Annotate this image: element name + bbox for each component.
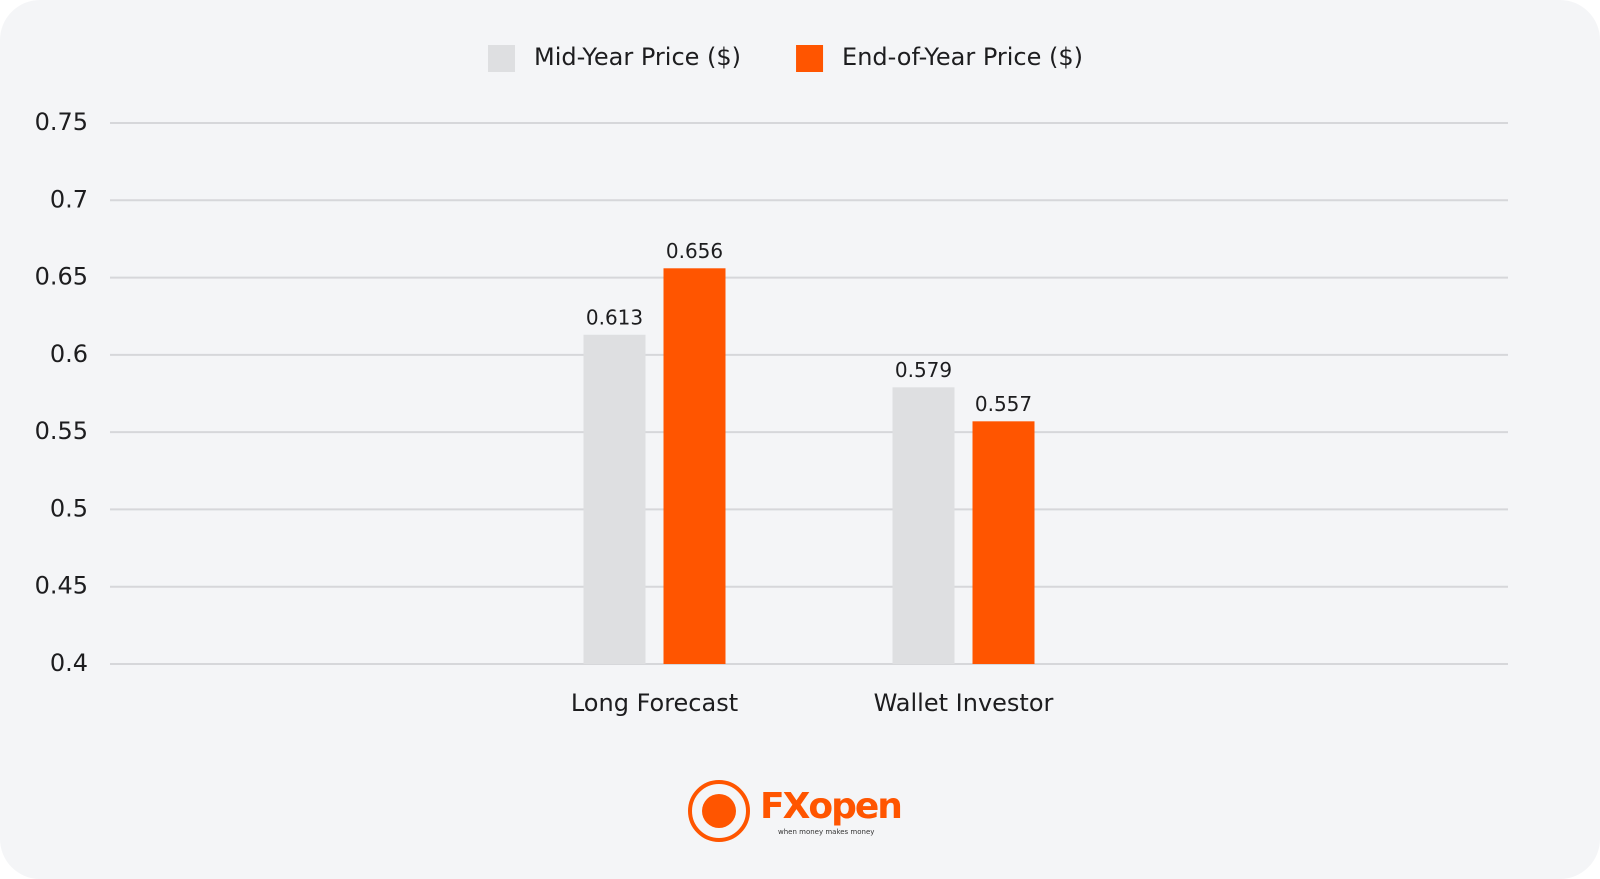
y-tick-label: 0.65	[35, 263, 88, 291]
logo-tagline: when money makes money	[778, 828, 874, 836]
logo-emblem-core	[702, 794, 736, 828]
bar	[663, 268, 726, 664]
y-tick-label: 0.45	[35, 572, 88, 600]
logo-emblem	[688, 780, 750, 842]
value-label: 0.579	[895, 358, 952, 382]
value-label: 0.656	[666, 239, 723, 263]
y-tick-label: 0.6	[50, 340, 88, 368]
y-tick-label: 0.7	[50, 185, 88, 213]
legend-swatch	[796, 45, 824, 72]
legend-swatch	[488, 45, 515, 72]
legend-label: Mid-Year Price ($)	[534, 43, 741, 71]
x-tick-label: Long Forecast	[571, 689, 738, 717]
value-label: 0.557	[975, 392, 1032, 416]
logo: FXopen when money makes money	[688, 780, 903, 842]
x-tick-label: Wallet Investor	[874, 689, 1054, 717]
y-tick-label: 0.75	[35, 108, 88, 136]
bar	[972, 421, 1035, 664]
y-tick-label: 0.4	[50, 649, 88, 677]
legend-label: End-of-Year Price ($)	[842, 43, 1083, 71]
y-tick-label: 0.5	[50, 494, 88, 522]
bar	[892, 387, 955, 664]
value-label: 0.613	[586, 305, 643, 329]
logo-text: FXopen	[760, 786, 901, 827]
bar	[583, 334, 646, 664]
y-tick-label: 0.55	[35, 417, 88, 445]
